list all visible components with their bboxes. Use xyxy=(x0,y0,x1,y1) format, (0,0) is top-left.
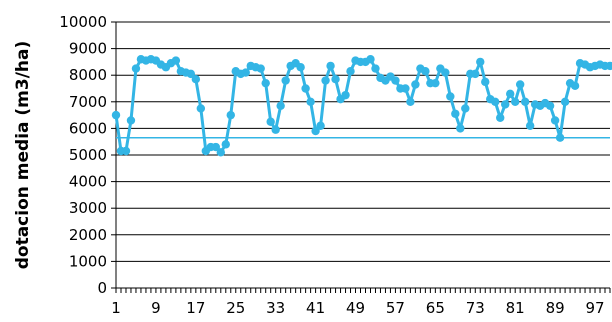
x-tick-label: 65 xyxy=(426,299,445,317)
data-point xyxy=(331,74,340,84)
gridlines xyxy=(116,21,610,262)
x-tick-label: 73 xyxy=(466,299,485,317)
data-point xyxy=(226,110,235,120)
y-tick-label: 4000 xyxy=(69,173,107,191)
x-tick-label: 25 xyxy=(226,299,245,317)
data-point xyxy=(476,57,485,67)
data-point xyxy=(211,142,220,152)
y-tick-label: 5000 xyxy=(69,146,107,164)
data-point xyxy=(341,90,350,100)
data-point xyxy=(311,126,320,136)
x-axis: 1 9 17 25 33 41 49 57 65 73 81 89 97 xyxy=(111,287,611,317)
y-tick-label: 9000 xyxy=(69,40,107,58)
data-point xyxy=(560,97,570,107)
data-point xyxy=(501,100,510,109)
y-tick-label: 6000 xyxy=(69,119,107,137)
data-point xyxy=(446,92,455,101)
data-point xyxy=(481,77,490,87)
data-point xyxy=(401,84,410,93)
y-tick-label: 1000 xyxy=(69,252,107,270)
x-tick-label: 1 xyxy=(111,299,121,317)
data-point xyxy=(131,64,141,73)
data-point xyxy=(366,55,375,64)
y-tick-label: 8000 xyxy=(69,66,107,84)
x-tick-label: 57 xyxy=(386,299,405,317)
data-point xyxy=(406,97,415,107)
x-tick-label: 81 xyxy=(506,299,525,317)
data-point xyxy=(550,116,560,125)
data-point xyxy=(266,117,275,126)
x-tick-label: 33 xyxy=(266,299,285,317)
y-axis-label: dotacion media (m3/ha) xyxy=(13,41,33,270)
y-tick-label: 3000 xyxy=(69,199,107,217)
y-tick-label: 10000 xyxy=(59,13,107,31)
data-point xyxy=(525,121,535,130)
data-point xyxy=(506,89,515,99)
data-point xyxy=(196,104,206,113)
data-point xyxy=(431,78,440,88)
x-tick-label: 97 xyxy=(585,299,604,317)
data-point xyxy=(555,133,565,142)
data-point xyxy=(441,68,450,77)
y-tick-label: 2000 xyxy=(69,226,107,244)
data-point xyxy=(491,97,500,107)
data-point xyxy=(520,97,530,107)
data-point xyxy=(301,84,310,93)
data-point xyxy=(241,68,250,77)
data-point xyxy=(111,110,121,120)
data-point xyxy=(461,104,470,113)
x-tick-label: 41 xyxy=(306,299,325,317)
series-group xyxy=(111,55,612,157)
data-point xyxy=(510,97,520,107)
x-tick-label: 49 xyxy=(346,299,365,317)
data-point xyxy=(456,124,465,133)
x-tick-label: 17 xyxy=(186,299,205,317)
data-point xyxy=(421,67,430,76)
data-point xyxy=(171,56,181,65)
x-tick-label: 9 xyxy=(151,299,161,317)
data-point xyxy=(276,101,285,110)
data-point xyxy=(186,69,196,79)
data-point xyxy=(126,116,136,125)
data-point xyxy=(316,121,325,130)
y-tick-label: 0 xyxy=(97,279,107,297)
data-point xyxy=(346,67,355,76)
data-point xyxy=(321,76,330,85)
data-point xyxy=(545,101,555,110)
x-tick-label: 89 xyxy=(546,299,565,317)
data-point xyxy=(515,80,525,89)
data-point xyxy=(271,125,280,134)
data-point xyxy=(451,109,460,118)
data-point xyxy=(256,64,265,73)
data-point xyxy=(326,61,335,71)
y-tick-label: 7000 xyxy=(69,93,107,111)
data-point xyxy=(471,69,480,79)
data-point xyxy=(570,81,580,91)
data-point xyxy=(221,140,230,149)
data-point xyxy=(261,78,270,88)
data-point xyxy=(191,74,201,84)
data-point xyxy=(296,63,305,72)
data-point xyxy=(281,76,290,85)
data-point xyxy=(371,64,380,73)
data-point xyxy=(605,61,612,71)
data-point xyxy=(216,148,225,157)
data-point xyxy=(391,76,400,85)
data-point xyxy=(411,80,420,89)
data-point xyxy=(121,146,131,156)
data-point xyxy=(306,97,315,107)
data-point xyxy=(496,113,505,122)
y-axis: 0 1000 2000 3000 4000 5000 6000 7000 8000 9000 100… xyxy=(59,13,117,297)
